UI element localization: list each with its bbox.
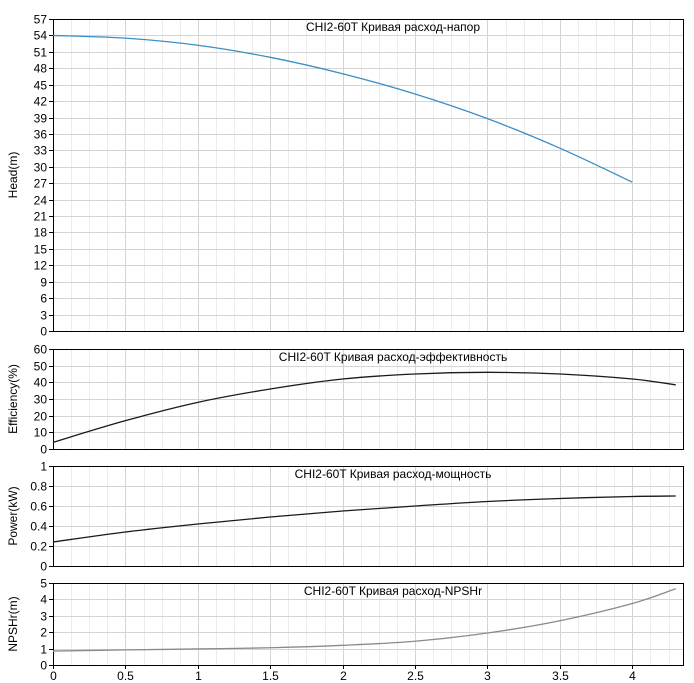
plot-area-frame: [53, 466, 684, 567]
x-tick-label: 2: [340, 669, 347, 683]
x-tick-label: 3.5: [552, 669, 569, 683]
chart-title: CHI2-60T Кривая расход-эффективность: [279, 350, 507, 364]
y-tick-label: 51: [34, 46, 48, 60]
series-line-1: [52, 371, 676, 443]
chart-title: CHI2-60T Кривая расход-мощность: [295, 467, 492, 481]
y-tick-label: 20: [34, 410, 48, 424]
y-tick-label: 1: [40, 460, 47, 474]
y-axis-title: Power(kW): [6, 486, 20, 545]
y-tick-label: 50: [34, 360, 48, 374]
plot-area-frame: [53, 349, 684, 450]
y-tick-label: 9: [40, 276, 47, 290]
x-tick-label: 0: [50, 669, 57, 683]
y-tick-label: 24: [34, 194, 48, 208]
y-tick-label: 12: [34, 259, 48, 273]
y-tick-label: 6: [40, 292, 47, 306]
y-tick-label: 45: [34, 79, 48, 93]
y-tick-label: 3: [40, 610, 47, 624]
y-tick-label: 4: [40, 593, 47, 607]
y-tick-label: 39: [34, 112, 48, 126]
y-tick-label: 40: [34, 376, 48, 390]
chart-title: CHI2-60T Кривая расход-напор: [306, 20, 480, 34]
series-line-1: [52, 34, 633, 183]
y-tick-label: 1: [40, 643, 47, 657]
y-tick-label: 0: [40, 443, 47, 457]
y-axis-title: NPSHr(m): [6, 596, 20, 651]
y-tick-label: 57: [34, 13, 48, 27]
y-tick-label: 21: [34, 210, 48, 224]
plot-area-frame: [53, 583, 684, 666]
chart-panel-3: 0 0.2 0.4 0.6 0.8 1 Power(kW) CHI2-60T Кривая р…: [6, 460, 684, 574]
y-tick-label: 3: [40, 309, 47, 323]
x-tick-label: 1: [195, 669, 202, 683]
plot-area-frame: [53, 19, 684, 332]
x-tick-label: 1.5: [262, 669, 279, 683]
y-tick-label: 36: [34, 128, 48, 142]
y-axis-title: Efficiency(%): [6, 364, 20, 434]
series-line-1: [52, 495, 676, 543]
y-tick-label: 54: [34, 29, 48, 43]
y-tick-label: 0.4: [30, 520, 47, 534]
chart-title: CHI2-60T Кривая расход-NPSHr: [304, 584, 482, 598]
x-tick-label: 2.5: [407, 669, 424, 683]
y-tick-label: 30: [34, 161, 48, 175]
x-tick-label: 4: [629, 669, 636, 683]
y-tick-label: 15: [34, 243, 48, 257]
y-tick-label: 0: [40, 560, 47, 574]
y-tick-label: 30: [34, 393, 48, 407]
y-tick-label: 2: [40, 626, 47, 640]
series-line-1: [52, 588, 676, 652]
y-tick-label: 48: [34, 62, 48, 76]
chart-panel-1: 036912151821242730333639424548515457Head…: [6, 13, 684, 339]
chart-panel-2: 0 10 20 30 40 50 60 Efficiency(%) CHI2-60T Крива…: [6, 343, 684, 457]
y-tick-label: 10: [34, 426, 48, 440]
y-tick-label: 0.6: [30, 500, 47, 514]
x-tick-label: 0.5: [117, 669, 134, 683]
x-tick-label: 3: [484, 669, 491, 683]
y-tick-label: 0.8: [30, 480, 47, 494]
y-tick-label: 0: [40, 659, 47, 673]
y-tick-label: 0: [40, 325, 47, 339]
y-tick-label: 27: [34, 177, 48, 191]
y-axis-title: Head(m): [6, 152, 20, 199]
y-tick-label: 0.2: [30, 540, 47, 554]
y-tick-label: 18: [34, 226, 48, 240]
y-tick-label: 60: [34, 343, 48, 357]
y-tick-label: 5: [40, 577, 47, 591]
y-tick-label: 33: [34, 144, 48, 158]
y-tick-label: 42: [34, 95, 48, 109]
